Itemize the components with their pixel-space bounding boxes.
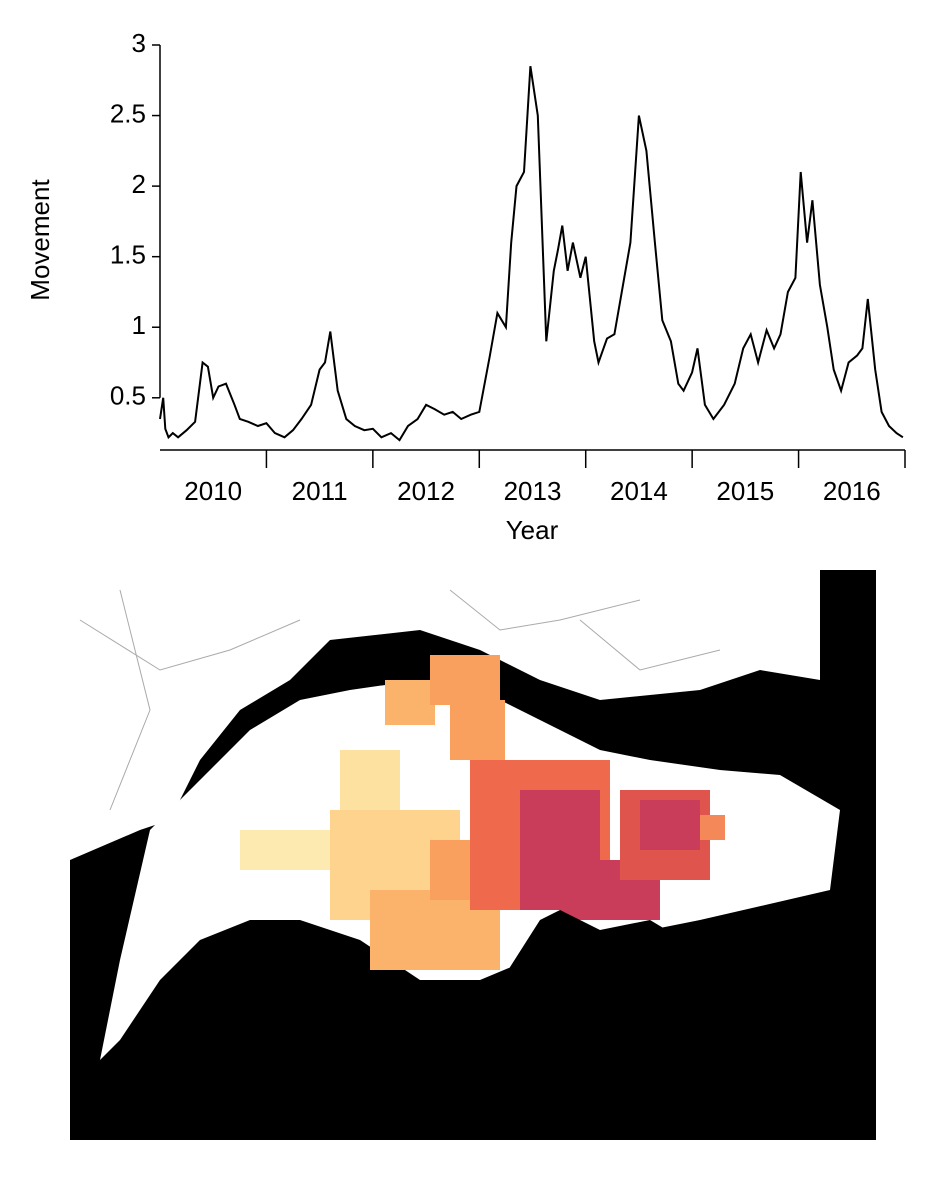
line-chart: Movement Year 0.5 1 1.5 2 2.5 3 2010 2011 2012 20… <box>25 28 906 545</box>
x-tick-label: 2016 <box>823 476 881 506</box>
line-series <box>159 66 904 442</box>
x-tick-label: 2014 <box>610 476 668 506</box>
heat-cells <box>240 655 725 970</box>
sea <box>470 910 876 1140</box>
x-tick-label: 2013 <box>504 476 562 506</box>
y-axis-label: Movement <box>25 179 55 301</box>
x-tick-label: 2010 <box>184 476 242 506</box>
y-tick-label: 1 <box>132 310 146 340</box>
y-tick-label: 2 <box>132 169 146 199</box>
x-tick-label: 2015 <box>716 476 774 506</box>
y-tick-label: 1.5 <box>110 240 146 270</box>
mainland <box>70 570 820 860</box>
x-tick-label: 2011 <box>292 476 348 506</box>
x-axis-label: Year <box>506 515 559 545</box>
y-tick-label: 2.5 <box>110 98 146 128</box>
x-tick-label: 2012 <box>397 476 455 506</box>
map <box>70 570 876 1140</box>
roads <box>79 589 721 811</box>
y-tick-label: 3 <box>132 28 146 58</box>
y-tick-label: 0.5 <box>110 381 146 411</box>
